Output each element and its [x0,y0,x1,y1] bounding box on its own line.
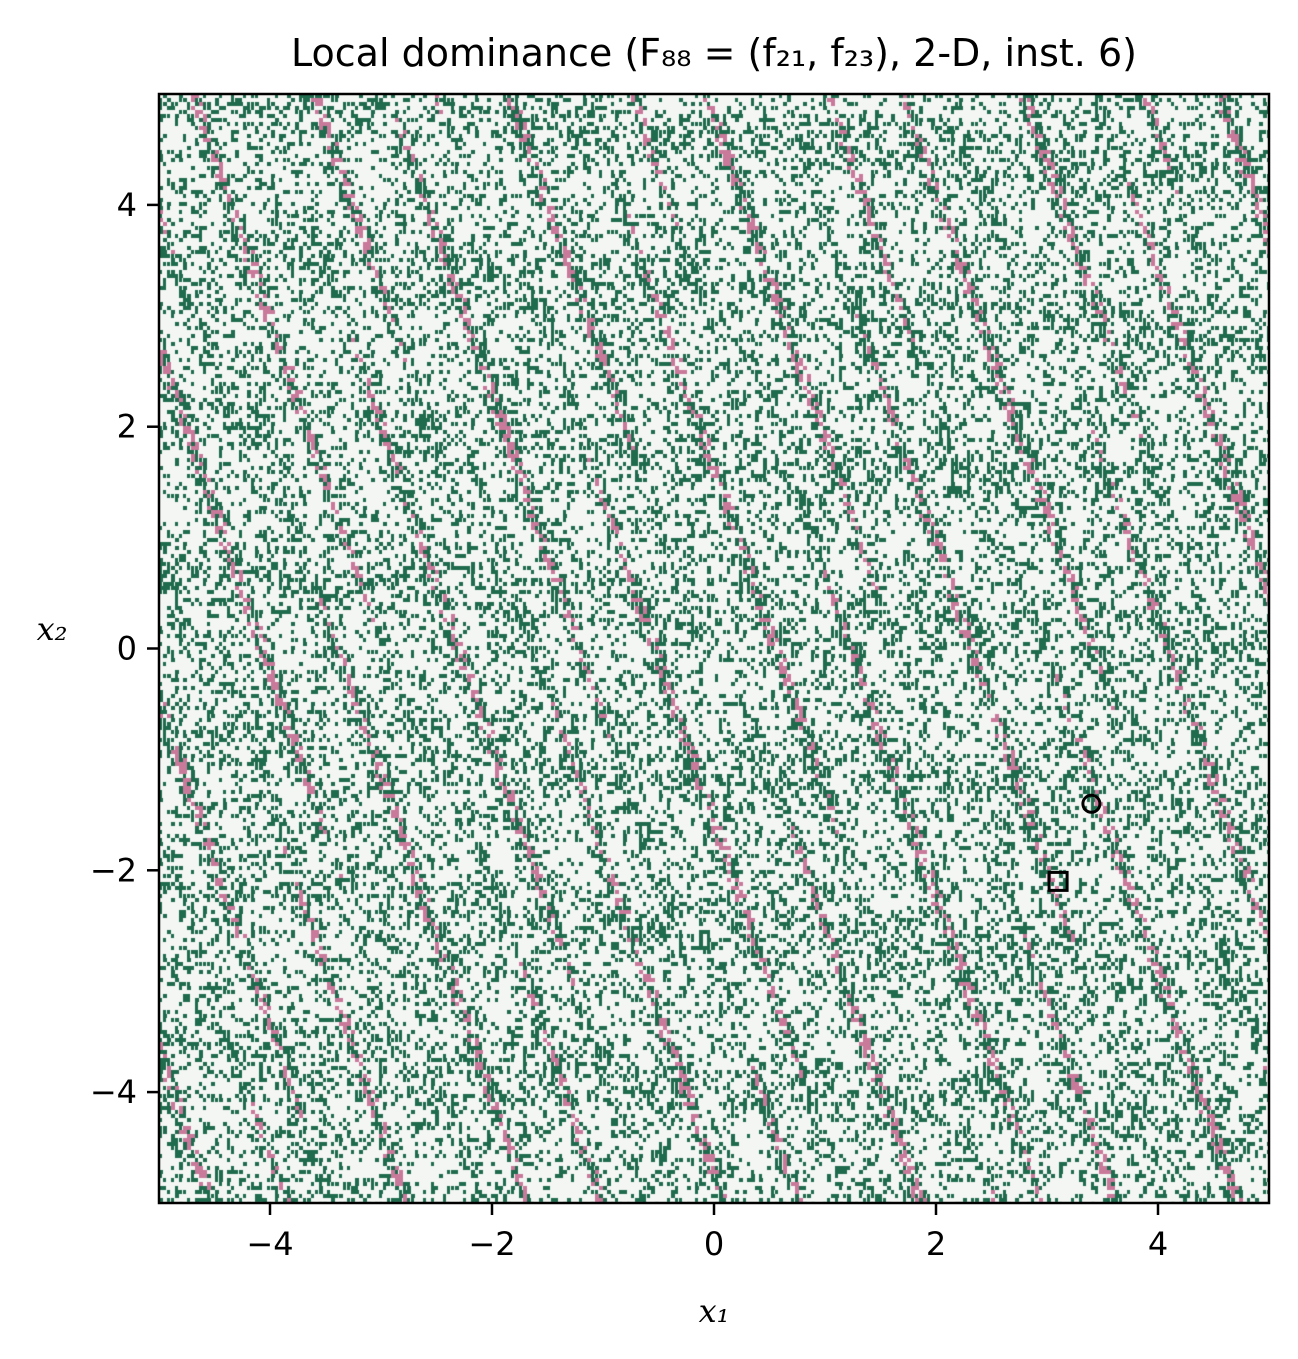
x-tick-label: −4 [246,1225,293,1263]
x-axis-label: x₁ [699,1292,730,1330]
x-tick-label: −2 [468,1225,515,1263]
y-tick-label: 4 [117,186,137,224]
y-tick-label: −2 [90,851,137,889]
y-tick-label: −4 [90,1073,137,1111]
y-tick-label: 2 [117,408,137,446]
x-tick-label: 2 [926,1225,946,1263]
markers-layer [1047,793,1102,892]
heatmap-area [159,94,1269,1203]
y-axis-ticks: −4 −2 0 2 4 [90,186,159,1111]
x-axis-ticks: −4 −2 0 2 4 [246,1203,1168,1263]
marker-circle [1081,793,1102,814]
y-tick-label: 0 [117,630,137,668]
x-tick-label: 0 [704,1225,724,1263]
chart-title: Local dominance (F₈₈ = (f₂₁, f₂₃), 2-D, … [291,31,1137,75]
marker-square [1047,870,1069,892]
x-tick-label: 4 [1148,1225,1168,1263]
y-axis-label: x₂ [37,610,68,648]
heatmap-image [159,94,1269,1203]
